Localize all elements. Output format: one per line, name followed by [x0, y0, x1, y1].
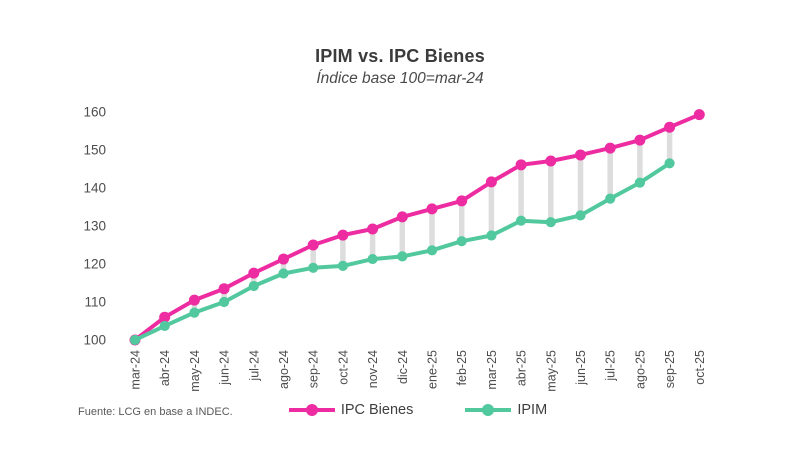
- data-point: [516, 215, 527, 226]
- x-tick-label: sep-24: [307, 350, 321, 388]
- data-point: [397, 251, 408, 262]
- data-point: [426, 245, 438, 256]
- series-points-ipim: [129, 158, 675, 346]
- chart-subtitle: Índice base 100=mar-24: [316, 70, 484, 87]
- data-point: [634, 134, 646, 146]
- legend-marker-ipc-bienes: [288, 404, 335, 416]
- data-point: [456, 236, 467, 247]
- data-point: [664, 158, 675, 169]
- x-tick-label: jun-24: [218, 350, 232, 386]
- data-point: [485, 176, 497, 188]
- data-point: [129, 334, 141, 346]
- data-point: [307, 239, 319, 251]
- chart-title: IPIM vs. IPC Bienes: [315, 46, 485, 66]
- y-tick-label: 140: [83, 181, 106, 196]
- data-point: [664, 121, 676, 133]
- data-point: [367, 223, 379, 235]
- data-point: [218, 283, 230, 295]
- data-point: [545, 217, 556, 228]
- x-tick-label: jun-25: [574, 350, 588, 386]
- x-tick-label: oct-24: [336, 350, 350, 385]
- chart-legend: IPC Bienes IPIM: [18, 402, 800, 418]
- x-tick-label: oct-25: [693, 350, 707, 385]
- y-axis-labels: 100 110 120 130 140 150 160: [83, 105, 106, 348]
- x-tick-label: abr-25: [515, 350, 529, 386]
- legend-label: IPC Bienes: [340, 402, 414, 418]
- x-tick-label: mar-24: [129, 350, 143, 390]
- data-point: [189, 307, 200, 318]
- x-tick-label: ago-24: [277, 350, 291, 389]
- data-point: [575, 149, 586, 161]
- y-tick-label: 150: [83, 143, 106, 158]
- y-tick-label: 100: [83, 333, 106, 348]
- data-point: [634, 177, 646, 188]
- x-tick-label: ene-25: [426, 350, 440, 389]
- legend-item-ipc-bienes: IPC Bienes: [288, 402, 414, 418]
- data-point: [693, 109, 705, 121]
- data-point: [337, 229, 349, 241]
- y-tick-label: 120: [83, 257, 106, 272]
- x-tick-label: nov-24: [366, 350, 380, 388]
- x-axis-labels: mar-24 abr-24 may-24 jun-24 jul-24 ago-24 sep-…: [129, 350, 707, 392]
- data-point: [426, 203, 438, 215]
- x-tick-label: may-24: [188, 350, 202, 392]
- data-point: [248, 280, 259, 292]
- data-point: [396, 211, 408, 223]
- data-point: [248, 267, 260, 279]
- y-tick-label: 130: [83, 219, 106, 234]
- x-tick-label: ago-25: [633, 350, 647, 389]
- data-point: [456, 195, 468, 207]
- legend-marker-ipim: [465, 404, 512, 416]
- legend-label: IPIM: [517, 402, 548, 418]
- data-point: [188, 294, 200, 306]
- data-point: [575, 210, 586, 221]
- x-tick-label: jul-24: [247, 350, 261, 382]
- x-tick-label: mar-25: [485, 350, 499, 390]
- data-point: [278, 268, 289, 279]
- source-note: Fuente: LCG en base a INDEC.: [78, 406, 233, 418]
- x-tick-label: dic-24: [396, 350, 410, 384]
- data-point: [605, 193, 616, 204]
- x-tick-label: abr-24: [158, 350, 172, 386]
- x-tick-label: jul-25: [604, 350, 618, 382]
- gap-connectors: [161, 124, 673, 329]
- x-tick-label: sep-25: [663, 350, 677, 388]
- data-point: [308, 262, 319, 273]
- data-point: [337, 260, 348, 271]
- data-point: [219, 296, 230, 308]
- y-tick-label: 110: [84, 295, 106, 310]
- data-point: [604, 142, 616, 154]
- y-tick-label: 160: [83, 105, 106, 120]
- data-point: [367, 253, 378, 265]
- x-tick-label: may-25: [544, 350, 558, 392]
- data-point: [159, 320, 170, 332]
- data-point: [486, 230, 497, 241]
- legend-item-ipim: IPIM: [465, 402, 547, 418]
- data-point: [159, 311, 171, 323]
- x-tick-label: feb-25: [455, 350, 469, 385]
- data-point: [515, 159, 527, 171]
- data-point: [278, 253, 289, 265]
- data-point: [545, 155, 557, 167]
